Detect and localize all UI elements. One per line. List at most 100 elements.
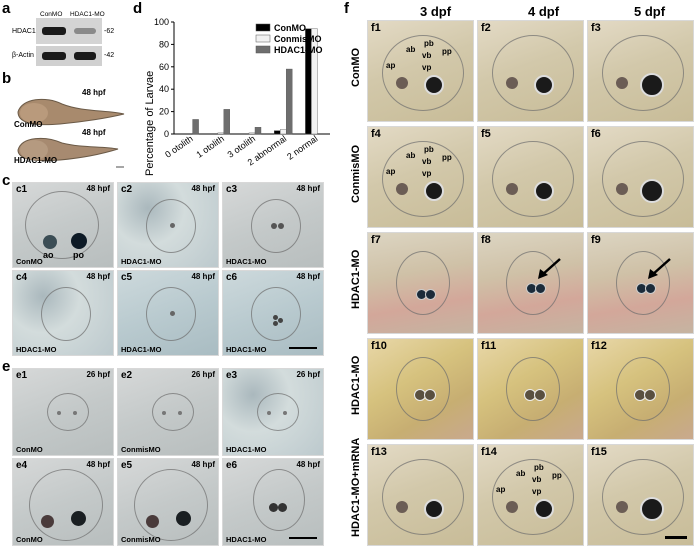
hpf-c1: 48 hpf (86, 184, 110, 193)
otolith-posterior (71, 511, 86, 526)
caption-e4: ConMO (16, 535, 43, 544)
micrograph-f2: f2 (477, 20, 584, 122)
blot-row-label-hdac1: HDAC1 (12, 28, 36, 35)
y-tick-label: 40 (159, 84, 169, 94)
hpf-e2: 26 hpf (191, 370, 215, 379)
otolith-posterior (424, 499, 444, 519)
legend-label-1: ConmisMO (274, 34, 322, 44)
otolith-anterior (506, 183, 518, 195)
col-label-4dpf: 4 dpf (528, 4, 560, 19)
otic-vesicle (47, 393, 89, 431)
caption-e5: ConmisMO (121, 535, 161, 544)
otolith-anterior (506, 77, 518, 89)
micrograph-c5: c5 48 hpf HDAC1-MO (117, 270, 219, 356)
micrograph-f1: f1 ap ab pb vb vp pp (367, 20, 474, 122)
hpf-e5: 48 hpf (191, 460, 215, 469)
otolith (178, 411, 182, 415)
sublabel-f11: f11 (481, 340, 497, 352)
bar-HDAC1-MO-2 (254, 127, 262, 135)
sublabel-c1: c1 (16, 184, 28, 195)
row-label-2: HDAC1-MO (350, 249, 362, 309)
sublabel-c4: c4 (16, 272, 28, 283)
caption-e2: ConmisMO (121, 445, 161, 454)
otic-vesicle (616, 357, 670, 421)
sublabel-c3: c3 (226, 184, 238, 195)
b-hpf-top: 48 hpf (82, 88, 106, 97)
hpf-c6: 48 hpf (296, 272, 320, 281)
otolith (425, 289, 436, 300)
otic-vesicle (602, 141, 684, 217)
annotation-pp: pp (552, 471, 562, 480)
sublabel-c5: c5 (121, 272, 133, 283)
micrograph-f13: f13 (367, 444, 474, 546)
scale-bar (289, 347, 317, 349)
otolith (283, 411, 287, 415)
caption-e3: HDAC1-MO (226, 445, 267, 454)
otic-vesicle (492, 141, 574, 217)
caption-c2: HDAC1-MO (121, 257, 162, 266)
otic-vesicle (396, 251, 450, 315)
otolith (424, 389, 436, 401)
caption-c3: HDAC1-MO (226, 257, 267, 266)
otolith-posterior (424, 75, 444, 95)
hpf-e6: 48 hpf (296, 460, 320, 469)
micrograph-e2: e2 26 hpf ConmisMO (117, 368, 219, 456)
micrograph-c2: c2 48 hpf HDAC1-MO (117, 182, 219, 268)
sublabel-e5: e5 (121, 460, 133, 471)
otolith-anterior (396, 77, 408, 89)
otolith (271, 223, 277, 229)
otolith (73, 411, 77, 415)
b-label-conmo: ConMO (14, 120, 43, 129)
b-label-hdac1mo: HDAC1-MO (14, 156, 58, 165)
otolith-anterior (146, 515, 159, 528)
micrograph-f10: f10 (367, 338, 474, 440)
annotation-ab: ab (406, 45, 416, 54)
x-tick-label: 1 otolith (194, 133, 226, 159)
otic-vesicle (616, 251, 670, 315)
panel-d-label: d (133, 0, 143, 17)
otic-vesicle (251, 287, 301, 341)
embryo-conmo-yolk (20, 103, 48, 123)
caption-e6: HDAC1-MO (226, 535, 267, 544)
x-tick-label: 2 normal (285, 133, 319, 161)
otic-vesicle (382, 459, 464, 535)
sublabel-e6: e6 (226, 460, 238, 471)
y-tick-label: 60 (159, 62, 169, 72)
y-tick-label: 80 (159, 39, 169, 49)
otolith (535, 283, 546, 294)
micrograph-e4: e4 48 hpf ConMO (12, 458, 114, 546)
annotation-vb: vb (422, 157, 432, 166)
annotation-pb: pb (424, 39, 434, 48)
sublabel-e2: e2 (121, 370, 133, 381)
lane-label-hdac1mo: HDAC1-MO (70, 11, 105, 18)
sublabel-e1: e1 (16, 370, 28, 381)
band-hdac1-conmo (42, 27, 66, 35)
otic-vesicle (253, 469, 305, 531)
sublabel-e3: e3 (226, 370, 238, 381)
annotation-pb: pb (534, 463, 544, 472)
annotation-pp: pp (442, 153, 452, 162)
otic-vesicle (41, 287, 91, 341)
annotation-vb: vb (422, 51, 432, 60)
otic-vesicle (382, 141, 464, 217)
otic-vesicle (492, 35, 574, 111)
sublabel-f1: f1 (371, 22, 381, 34)
sublabel-c2: c2 (121, 184, 133, 195)
legend-swatch-2 (255, 45, 271, 54)
col-label-5dpf: 5 dpf (634, 4, 666, 19)
otolith-posterior (534, 75, 554, 95)
annotation-vp: vp (422, 169, 432, 178)
annotation-ap: ap (496, 485, 506, 494)
blot-strip-actin (36, 46, 102, 66)
otolith-anterior (506, 501, 518, 513)
scale-bar (665, 536, 687, 539)
otolith (278, 503, 287, 512)
micrograph-f8: f8 (477, 232, 584, 334)
sublabel-f8: f8 (481, 234, 491, 246)
micrograph-e6: e6 48 hpf HDAC1-MO (222, 458, 324, 546)
micrograph-c6: c6 48 hpf HDAC1-MO (222, 270, 324, 356)
otic-vesicle (602, 459, 684, 535)
otolith-anterior (396, 501, 408, 513)
otic-vesicle (602, 35, 684, 111)
